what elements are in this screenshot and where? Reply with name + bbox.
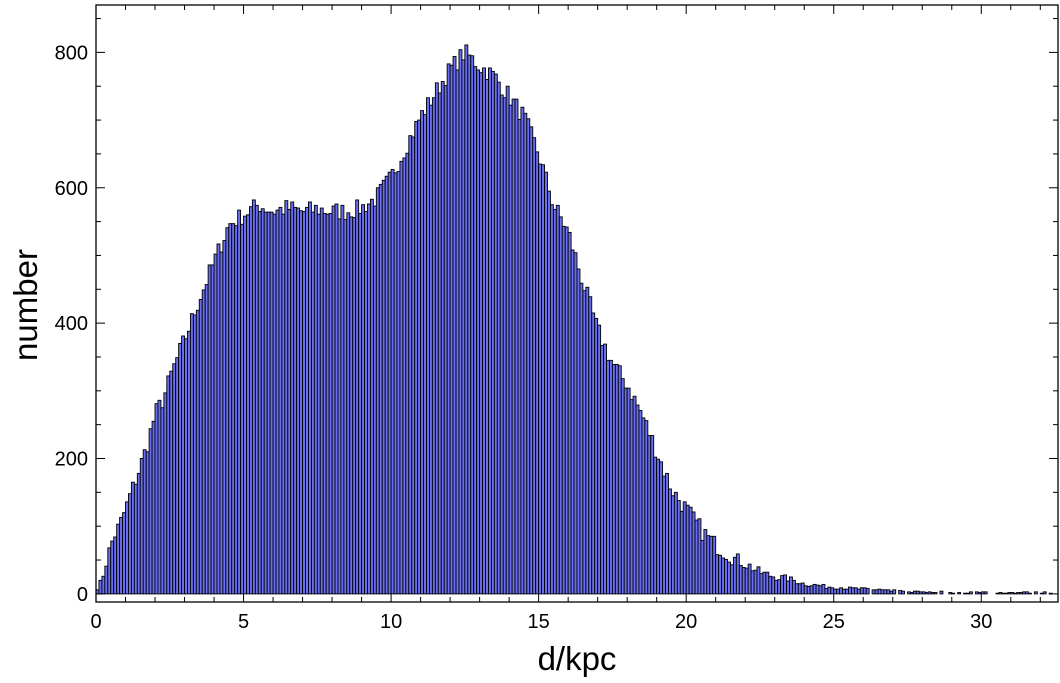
histogram-bar — [957, 592, 962, 595]
histogram-bar — [207, 264, 212, 595]
x-tick-label: 5 — [238, 611, 249, 633]
histogram-bar — [880, 589, 885, 595]
histogram-bar — [783, 574, 787, 595]
histogram-bar — [933, 592, 938, 595]
x-tick-label: 10 — [380, 611, 402, 633]
histogram-bar — [1039, 592, 1044, 595]
histogram-bar — [865, 588, 870, 595]
histogram-bar — [1007, 592, 1012, 595]
histogram-bar — [591, 312, 596, 595]
histogram-bar — [623, 387, 628, 595]
histogram-bar — [1028, 592, 1032, 595]
axis-tick-labels: 0 5 10 15 20 25 30 0 200 400 600 800 — [55, 42, 993, 633]
histogram-bar — [302, 210, 306, 595]
histogram-bar — [558, 216, 563, 595]
histogram-bar — [142, 449, 147, 595]
y-axis-label: number — [7, 249, 44, 361]
histogram-bar — [815, 584, 820, 595]
x-axis-label: d/kpc — [538, 640, 617, 677]
histogram-bar — [750, 570, 755, 595]
x-tick-label: 15 — [528, 611, 550, 633]
histogram-bar — [269, 211, 274, 595]
y-tick-label: 400 — [55, 313, 88, 335]
histogram-bar — [848, 586, 852, 595]
histogram-bar — [974, 591, 979, 595]
histogram-bar — [983, 591, 988, 595]
histogram-bar — [1042, 591, 1047, 595]
histogram-bar — [399, 160, 404, 595]
histogram-bar — [367, 203, 371, 595]
histogram-bar — [526, 118, 531, 595]
x-tick-label: 20 — [675, 611, 697, 633]
histogram-bar — [939, 590, 944, 595]
x-tick-label: 30 — [970, 611, 992, 633]
histogram-bar — [1033, 591, 1038, 595]
histogram-bar — [688, 506, 693, 595]
histogram-bar — [175, 357, 180, 595]
histogram-bar — [431, 97, 436, 595]
histogram-bars — [95, 44, 1053, 595]
plot-frame — [95, 4, 1059, 603]
histogram-bar — [718, 554, 723, 595]
histogram-bar — [656, 458, 661, 595]
histogram-bar — [951, 592, 956, 595]
histogram-bar — [493, 73, 498, 595]
histogram-bar — [912, 590, 917, 595]
y-tick-label: 0 — [77, 584, 88, 606]
histogram-bar — [892, 589, 897, 595]
y-tick-label: 200 — [55, 449, 88, 471]
histogram-bar — [110, 540, 115, 595]
axis-ticks — [95, 5, 1058, 602]
histogram-bar — [901, 590, 905, 595]
y-tick-label: 800 — [55, 42, 88, 64]
x-tick-label: 0 — [90, 611, 101, 633]
y-tick-label: 600 — [55, 178, 88, 200]
histogram-bar — [334, 203, 339, 595]
histogram-bar — [969, 591, 973, 595]
x-tick-label: 25 — [823, 611, 845, 633]
histogram-bar — [461, 59, 466, 595]
histogram-bar — [237, 209, 242, 595]
